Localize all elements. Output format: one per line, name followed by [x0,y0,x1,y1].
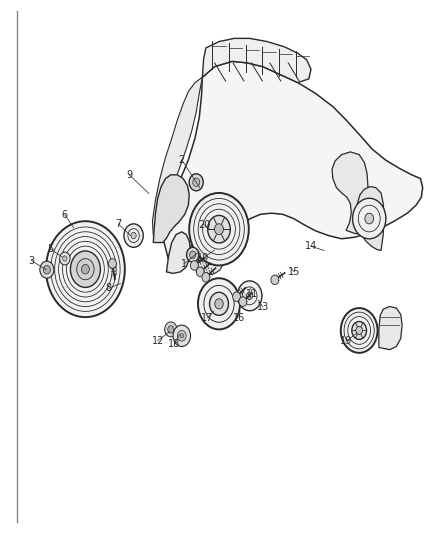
Circle shape [189,174,203,191]
Polygon shape [332,152,368,235]
Circle shape [190,251,196,259]
Circle shape [189,193,249,265]
Circle shape [196,267,204,277]
Circle shape [352,321,367,340]
Text: 2: 2 [179,155,185,165]
Circle shape [198,278,240,329]
Text: 3: 3 [28,256,35,265]
Polygon shape [357,187,384,251]
Polygon shape [379,306,402,350]
Text: 20: 20 [198,220,211,230]
Polygon shape [202,38,311,83]
Text: 5: 5 [47,244,53,254]
Circle shape [356,326,363,335]
Text: 6: 6 [62,210,68,220]
Circle shape [40,261,54,278]
Polygon shape [162,61,423,260]
Circle shape [43,265,50,274]
Circle shape [239,297,247,306]
Circle shape [191,261,198,270]
Circle shape [77,259,94,280]
Polygon shape [152,77,202,236]
Text: 17: 17 [201,313,214,322]
Circle shape [271,275,279,285]
Circle shape [46,221,125,317]
Text: 12: 12 [152,336,164,345]
Circle shape [168,326,174,333]
Circle shape [353,198,386,239]
Circle shape [208,215,230,243]
Circle shape [247,292,253,300]
Circle shape [365,213,374,224]
Circle shape [60,252,70,265]
Circle shape [215,298,223,309]
Circle shape [193,178,200,187]
Circle shape [202,272,210,282]
Text: 10: 10 [197,253,209,263]
Circle shape [209,292,229,316]
Circle shape [71,251,100,287]
Polygon shape [166,232,191,273]
Text: 1: 1 [181,259,187,269]
Circle shape [177,330,186,341]
Text: 18: 18 [168,339,180,349]
Circle shape [109,259,117,268]
Circle shape [131,232,136,239]
Circle shape [215,224,223,235]
Circle shape [173,325,191,346]
Circle shape [63,256,67,261]
Text: 15: 15 [288,267,300,277]
Circle shape [341,308,378,353]
Circle shape [180,334,184,338]
Text: 13: 13 [257,302,269,312]
Polygon shape [153,175,189,243]
Text: 7: 7 [115,219,121,229]
Text: 14: 14 [305,241,317,251]
Circle shape [233,292,240,302]
Text: 16: 16 [233,313,245,322]
Circle shape [237,281,262,311]
Text: 11: 11 [246,289,258,298]
Text: 8: 8 [106,284,112,293]
Polygon shape [196,241,224,275]
Circle shape [124,224,143,247]
Circle shape [81,264,89,274]
Circle shape [187,247,199,262]
Text: 9: 9 [126,170,132,180]
Text: 19: 19 [340,336,352,346]
Circle shape [165,322,177,337]
